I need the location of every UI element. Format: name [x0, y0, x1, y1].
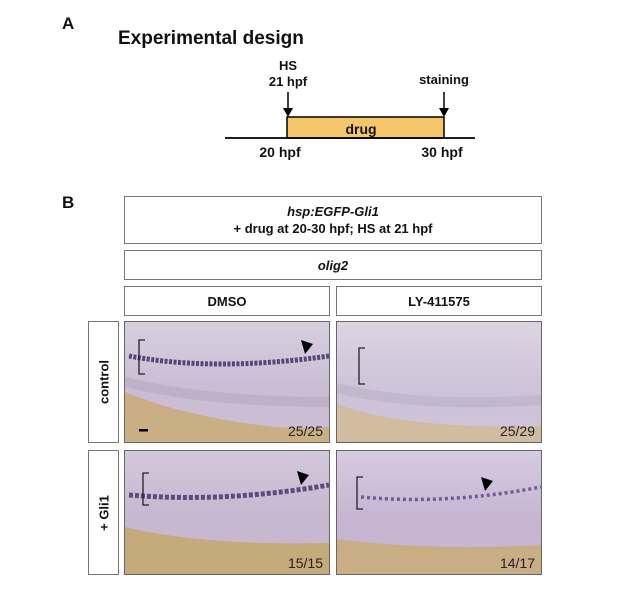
yolk-region — [125, 527, 329, 574]
condition-header: hsp:EGFP-Gli1 + drug at 20-30 hpf; HS at… — [124, 196, 542, 244]
olig2-stain — [128, 353, 329, 367]
probe-header: olig2 — [124, 250, 542, 280]
image-gli1-ly: 14/17 — [336, 450, 542, 575]
panel-a-title: Experimental design — [118, 28, 304, 49]
timeline-diagram — [225, 92, 475, 139]
bracket-mark — [356, 476, 363, 510]
olig2-stain — [128, 482, 329, 500]
olig2-stain — [360, 485, 541, 502]
ratio-control-dmso: 25/25 — [287, 423, 323, 439]
row-header-control: control — [88, 321, 119, 443]
treatment-label: + drug at 20-30 hpf; HS at 21 hpf — [233, 221, 433, 236]
panel-b-letter: B — [62, 193, 75, 212]
hs-arrow — [283, 92, 293, 117]
bracket-mark — [142, 472, 149, 506]
column-label-dmso: DMSO — [207, 293, 247, 309]
row-label-control: control — [96, 359, 111, 405]
end-time-label: 30 hpf — [421, 144, 463, 160]
arrowhead-mark — [301, 340, 313, 354]
bracket-mark — [138, 339, 145, 375]
panel-a-letter: A — [62, 14, 75, 33]
ratio-control-ly: 25/29 — [499, 423, 535, 439]
row-label-gli1: + Gli1 — [96, 494, 111, 531]
hs-label-line2: 21 hpf — [268, 74, 308, 89]
scale-bar — [139, 429, 148, 432]
image-control-dmso: 25/25 — [124, 321, 330, 443]
column-label-ly: LY-411575 — [408, 293, 470, 309]
arrowhead-mark — [297, 471, 309, 485]
staining-label: staining — [419, 72, 469, 87]
image-control-ly: 25/29 — [336, 321, 542, 443]
row-header-gli1: + Gli1 — [88, 450, 119, 575]
arrowhead-mark — [481, 477, 493, 491]
probe-label: olig2 — [317, 257, 349, 273]
column-header-ly: LY-411575 — [336, 286, 542, 316]
ratio-gli1-dmso: 15/15 — [287, 555, 323, 571]
ratio-gli1-ly: 14/17 — [499, 555, 535, 571]
yolk-region — [125, 392, 329, 442]
staining-arrow — [439, 92, 449, 117]
yolk-region — [337, 404, 541, 442]
start-time-label: 20 hpf — [259, 144, 301, 160]
transgene-label: hsp:EGFP-Gli1 — [287, 204, 379, 219]
bracket-mark — [358, 347, 365, 385]
column-header-dmso: DMSO — [124, 286, 330, 316]
image-gli1-dmso: 15/15 — [124, 450, 330, 575]
drug-label: drug — [345, 121, 377, 137]
hs-label-line1: HS — [278, 58, 298, 73]
yolk-region — [337, 539, 541, 574]
